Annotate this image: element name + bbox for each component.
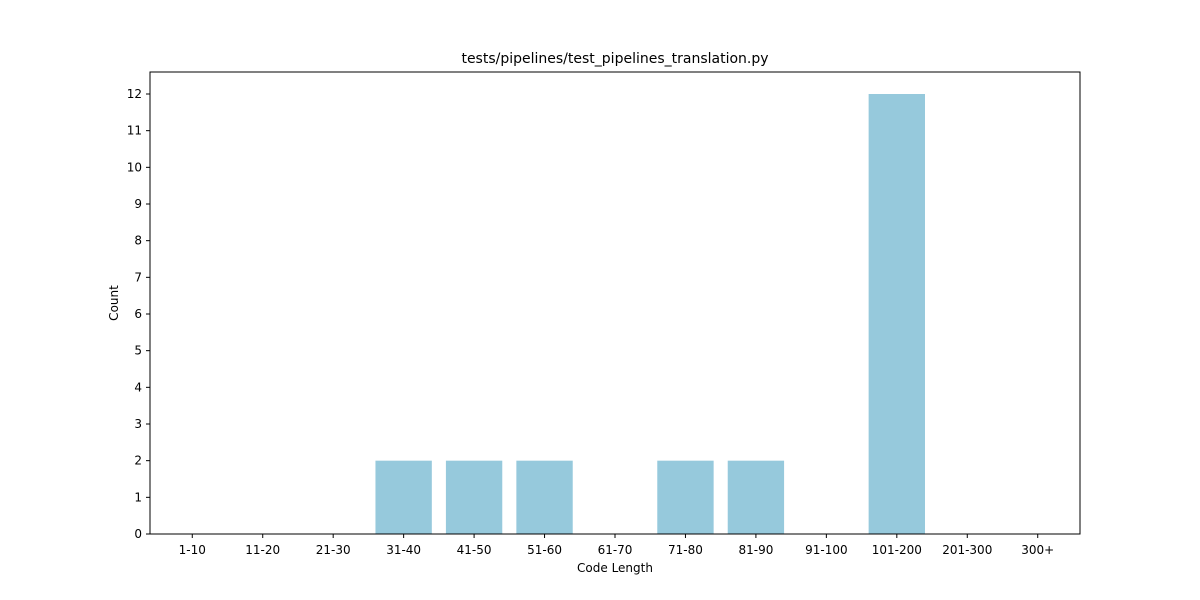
bar-31-40 — [375, 460, 432, 534]
x-tick-label: 41-50 — [457, 543, 492, 557]
bar-51-60 — [516, 460, 573, 534]
bars-group — [375, 94, 925, 534]
x-tick-label: 21-30 — [316, 543, 351, 557]
x-tick-label: 71-80 — [668, 543, 703, 557]
y-tick-label: 8 — [134, 234, 142, 248]
y-tick-label: 2 — [134, 454, 142, 468]
x-tick-label: 1-10 — [179, 543, 206, 557]
y-tick-label: 11 — [127, 124, 142, 138]
y-tick-label: 7 — [134, 270, 142, 284]
x-tick-label: 91-100 — [805, 543, 848, 557]
y-tick-label: 9 — [134, 197, 142, 211]
y-tick-label: 3 — [134, 417, 142, 431]
x-tick-label: 31-40 — [386, 543, 421, 557]
x-tick-label: 61-70 — [598, 543, 633, 557]
y-axis-title: Count — [107, 285, 121, 321]
plot-frame — [149, 71, 1081, 535]
x-tick-label: 101-200 — [872, 543, 922, 557]
x-tick-label: 300+ — [1021, 543, 1054, 557]
bar-101-200 — [868, 94, 925, 534]
bar-71-80 — [657, 460, 714, 534]
x-tick-label: 11-20 — [245, 543, 280, 557]
chart-title: tests/pipelines/test_pipelines_translati… — [461, 51, 768, 67]
y-tick-label: 10 — [127, 160, 142, 174]
y-tick-label: 6 — [134, 307, 142, 321]
x-axis-title: Code Length — [577, 561, 653, 575]
bar-41-50 — [445, 460, 503, 534]
y-tick-label: 5 — [134, 344, 142, 358]
y-tick-label: 1 — [134, 490, 142, 504]
bar-81-90 — [727, 460, 785, 534]
x-tick-label: 81-90 — [738, 543, 773, 557]
x-tick-label: 51-60 — [527, 543, 562, 557]
y-tick-label: 4 — [134, 380, 142, 394]
y-tick-label: 12 — [127, 87, 142, 101]
y-tick-label: 0 — [134, 527, 142, 541]
x-axis: 1-10 11-20 21-30 31-40 41-50 51-60 61-70 71-80 8… — [179, 534, 1054, 557]
x-tick-label: 201-300 — [942, 543, 992, 557]
